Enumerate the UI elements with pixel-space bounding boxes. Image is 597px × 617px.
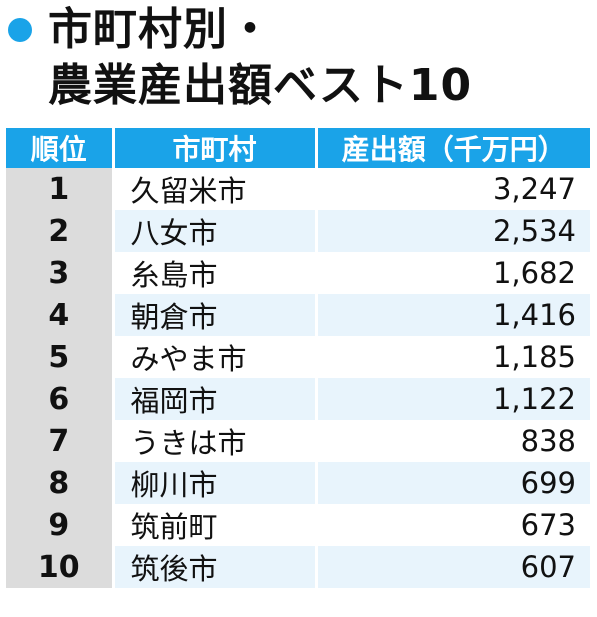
table-row: 9 筑前町 673 (6, 504, 590, 546)
title-block: 市町村別・ 農業産出額ベスト10 (0, 0, 597, 122)
city-cell: 筑後市 (113, 546, 318, 588)
value-cell: 699 (316, 462, 590, 504)
title-line-2: 農業産出額ベスト10 (48, 60, 473, 111)
value-cell: 1,416 (316, 294, 590, 336)
header-value: 産出額（千万円） (316, 128, 590, 168)
rank-cell: 9 (6, 504, 115, 546)
ranking-table: 順位 市町村 産出額（千万円） 1 久留米市 3,247 2 八女市 2,534 3 糸島市 1… (6, 128, 590, 588)
bullet-dot-icon (8, 18, 32, 42)
city-cell: 久留米市 (113, 168, 318, 210)
header-city: 市町村 (113, 128, 318, 168)
city-cell: 糸島市 (113, 252, 318, 294)
value-cell: 838 (316, 420, 590, 462)
city-cell: 朝倉市 (113, 294, 318, 336)
rank-cell: 6 (6, 378, 115, 420)
value-cell: 1,185 (316, 336, 590, 378)
rank-cell: 3 (6, 252, 115, 294)
table-row: 5 みやま市 1,185 (6, 336, 590, 378)
city-cell: みやま市 (113, 336, 318, 378)
header-rank: 順位 (6, 128, 115, 168)
table-row: 7 うきは市 838 (6, 420, 590, 462)
city-cell: うきは市 (113, 420, 318, 462)
table-row: 1 久留米市 3,247 (6, 168, 590, 210)
rank-cell: 10 (6, 546, 115, 588)
rank-cell: 8 (6, 462, 115, 504)
table-row: 3 糸島市 1,682 (6, 252, 590, 294)
title-line-1: 市町村別・ (48, 4, 273, 55)
table-row: 2 八女市 2,534 (6, 210, 590, 252)
city-cell: 八女市 (113, 210, 318, 252)
city-cell: 筑前町 (113, 504, 318, 546)
city-cell: 柳川市 (113, 462, 318, 504)
rank-cell: 1 (6, 168, 115, 210)
table-row: 10 筑後市 607 (6, 546, 590, 588)
value-cell: 607 (316, 546, 590, 588)
rank-cell: 5 (6, 336, 115, 378)
value-cell: 1,682 (316, 252, 590, 294)
table-row: 8 柳川市 699 (6, 462, 590, 504)
value-cell: 2,534 (316, 210, 590, 252)
rank-cell: 7 (6, 420, 115, 462)
rank-cell: 2 (6, 210, 115, 252)
value-cell: 673 (316, 504, 590, 546)
value-cell: 3,247 (316, 168, 590, 210)
rank-cell: 4 (6, 294, 115, 336)
city-cell: 福岡市 (113, 378, 318, 420)
table-header-row: 順位 市町村 産出額（千万円） (6, 128, 590, 168)
table-row: 4 朝倉市 1,416 (6, 294, 590, 336)
table-row: 6 福岡市 1,122 (6, 378, 590, 420)
value-cell: 1,122 (316, 378, 590, 420)
